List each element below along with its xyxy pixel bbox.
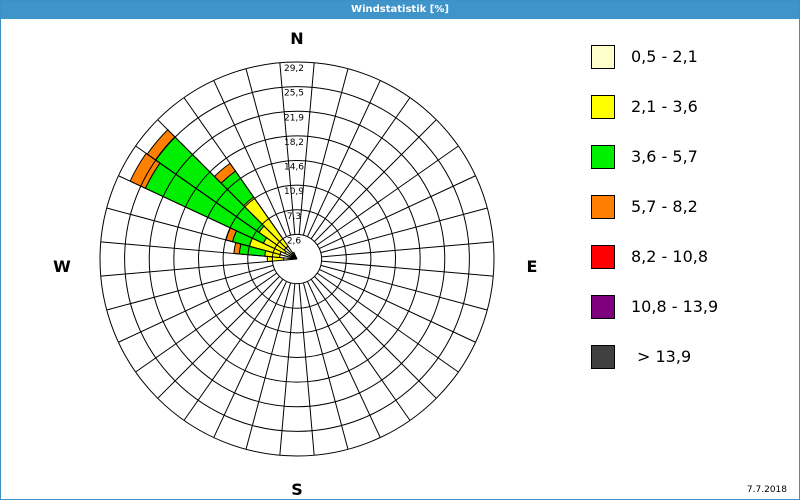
grid-spoke: [298, 283, 315, 456]
grid-spoke: [319, 268, 476, 343]
direction-labels-layer: N E S W: [53, 29, 537, 497]
grid-spoke: [316, 272, 459, 373]
grid-ring: [247, 209, 347, 309]
legend-swatch: [591, 145, 615, 169]
grid-spoke: [306, 80, 381, 237]
ring-label: 2,6: [287, 236, 302, 246]
grid-layer: [99, 61, 495, 457]
grid-spoke: [320, 207, 488, 254]
legend-swatch: [591, 245, 615, 269]
legend-label: 10,8 - 13,9: [631, 297, 719, 316]
ring-label: 25,5: [284, 89, 304, 99]
legend-item: 0,5 - 2,1: [591, 45, 791, 95]
legend-item: 8,2 - 10,8: [591, 245, 791, 295]
legend-label: 5,7 - 8,2: [631, 197, 698, 216]
grid-spoke: [183, 97, 284, 240]
grid-ring: [198, 160, 396, 358]
sector-330-class-1: [292, 251, 298, 260]
legend-label: > 13,9: [637, 347, 692, 366]
grid-spoke: [245, 68, 292, 236]
legend-label: 2,1 - 3,6: [631, 97, 698, 116]
grid-spoke: [320, 264, 488, 311]
ring-label: 14,6: [284, 163, 304, 173]
grid-ring: [173, 135, 421, 383]
grid-spoke: [310, 97, 411, 240]
grid-ring: [222, 184, 372, 334]
legend-item: 3,6 - 5,7: [591, 145, 791, 195]
grid-spoke: [314, 276, 437, 399]
grid-spoke: [310, 278, 411, 421]
grid-spoke: [302, 282, 349, 450]
grid-spoke: [213, 80, 288, 237]
legend: 0,5 - 2,1 2,1 - 3,6 3,6 - 5,7 5,7 - 8,2 8,2 …: [591, 45, 791, 395]
grid-spoke: [298, 62, 315, 235]
grid-spoke: [279, 62, 296, 235]
legend-item: 5,7 - 8,2: [591, 195, 791, 245]
legend-swatch: [591, 195, 615, 219]
legend-swatch: [591, 45, 615, 69]
grid-spoke: [321, 260, 494, 277]
ring-label: 21,9: [284, 113, 304, 123]
ring-label: 7,3: [287, 212, 301, 222]
grid-spoke: [321, 241, 494, 258]
direction-label-north: N: [290, 29, 303, 48]
legend-item: > 13,9: [591, 345, 791, 395]
ring-label: 29,2: [284, 64, 304, 74]
legend-swatch: [591, 95, 615, 119]
grid-spoke: [213, 281, 288, 438]
grid-ring: [99, 61, 495, 457]
grid-spoke: [100, 241, 273, 258]
direction-label-east: E: [527, 257, 538, 276]
window-title: Windstatistik [%]: [1, 1, 799, 19]
grid-ring: [124, 86, 470, 432]
legend-item: 2,1 - 3,6: [591, 95, 791, 145]
ring-label: 18,2: [284, 138, 304, 148]
legend-swatch: [591, 295, 615, 319]
grid-spoke: [245, 282, 292, 450]
wind-rose-chart: 2,6 7,3 10,9 14,6 18,2 21,9 25,5 29,2 N E S W: [53, 29, 537, 497]
date-stamp: 7.7.2018: [746, 485, 787, 495]
grid-spoke: [279, 283, 296, 456]
legend-label: 8,2 - 10,8: [631, 247, 709, 266]
direction-label-south: S: [291, 480, 303, 497]
sectors-layer: [129, 129, 298, 263]
direction-label-west: W: [53, 257, 71, 276]
grid-spoke: [314, 119, 437, 242]
grid-spoke: [319, 175, 476, 250]
ring-labels-layer: 2,6 7,3 10,9 14,6 18,2 21,9 25,5 29,2: [284, 64, 304, 246]
grid-spoke: [302, 68, 349, 236]
grid-spoke: [106, 264, 274, 311]
grid-spoke: [135, 272, 278, 373]
grid-spoke: [135, 145, 278, 246]
grid-ring: [148, 110, 446, 408]
grid-spoke: [106, 207, 274, 254]
legend-item: 10,8 - 13,9: [591, 295, 791, 345]
grid-spoke: [306, 281, 381, 438]
grid-spoke: [157, 276, 280, 399]
legend-swatch: [591, 345, 615, 369]
grid-spoke: [118, 268, 275, 343]
grid-spoke: [100, 260, 273, 277]
grid-spoke: [157, 119, 280, 242]
legend-label: 0,5 - 2,1: [631, 47, 698, 66]
grid-spoke: [118, 175, 275, 250]
ring-label: 10,9: [284, 187, 304, 197]
grid-spoke: [183, 278, 284, 421]
grid-ring: [271, 233, 323, 285]
legend-label: 3,6 - 5,7: [631, 147, 698, 166]
grid-spoke: [316, 145, 459, 246]
